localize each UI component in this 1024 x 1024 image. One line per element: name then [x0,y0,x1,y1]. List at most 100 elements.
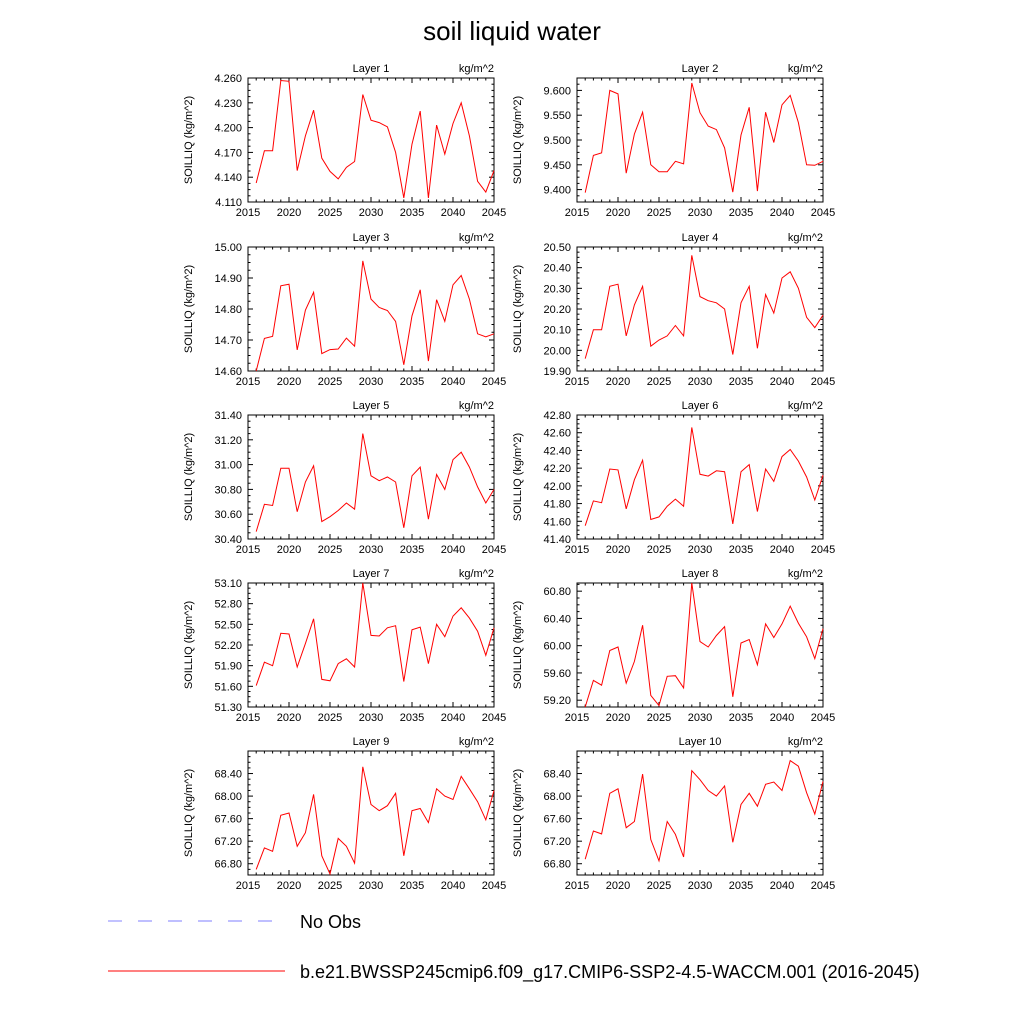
data-point [272,505,273,506]
panel-frame [576,77,824,203]
data-point [593,680,594,681]
data-point [461,275,462,276]
data-point [765,294,766,295]
x-tick-label: 2020 [277,880,301,892]
x-tick-label: 2045 [482,207,506,219]
data-point [338,348,339,349]
data-point [272,336,273,337]
data-point [806,164,807,165]
data-point [749,286,750,287]
x-tick-label: 2035 [729,207,753,219]
data-point [436,624,437,625]
data-point [593,500,594,501]
data-point [280,468,281,469]
data-point [264,150,265,151]
y-tick-label: 66.80 [214,859,242,871]
x-tick-label: 2040 [770,880,794,892]
y-axis-label: SOILLIQ (kg/m^2) [512,433,524,521]
data-point [667,506,668,507]
data-point [699,779,700,780]
y-tick-label: 9.450 [543,160,571,172]
y-tick-label: 42.40 [543,445,571,457]
data-point [822,315,823,316]
data-point [626,827,627,828]
x-tick-label: 2030 [688,376,712,388]
data-point [658,339,659,340]
data-point [806,792,807,793]
data-point [477,181,478,182]
data-point [642,625,643,626]
legend: No Obs b.e21.BWSSP245cmip6.f09_g17.CMIP6… [108,912,920,983]
y-tick-label: 42.20 [543,463,571,475]
data-point [798,623,799,624]
x-tick-label: 2045 [811,376,835,388]
data-point [806,476,807,477]
data-point [781,623,782,624]
data-point [477,801,478,802]
data-point [765,784,766,785]
y-tick-label: 53.10 [214,578,242,590]
panel-units: kg/m^2 [459,63,494,75]
panel-2: Layer 2 kg/m^2 SOILLIQ (kg/m^2) 2015 2020 202… [512,63,835,219]
x-tick-label: 2025 [318,207,342,219]
data-point [395,481,396,482]
data-point [585,706,586,707]
data-point [650,346,651,347]
data-point [264,662,265,663]
data-point [469,135,470,136]
data-point [354,346,355,347]
data-point [757,348,758,349]
panel-frame [576,246,824,372]
legend-item-obs: No Obs [108,912,361,932]
series-line [584,582,824,708]
data-point [617,284,618,285]
data-point [420,289,421,290]
panel-title: Layer 8 [682,568,719,580]
data-point [264,338,265,339]
data-point [485,502,486,503]
data-point [362,94,363,95]
data-point [790,95,791,96]
data-point [370,299,371,300]
x-tick-label: 2015 [236,376,260,388]
data-point [691,427,692,428]
series-line [584,759,824,863]
data-point [288,633,289,634]
panel-4: Layer 4 kg/m^2 SOILLIQ (kg/m^2) 2015 2020 202… [512,232,835,388]
data-point [675,834,676,835]
data-point [814,499,815,500]
data-point [814,814,815,815]
data-point [329,873,330,874]
panel-7: Layer 7 kg/m^2 SOILLIQ (kg/m^2) 2015 2020 202… [183,568,506,724]
data-point [790,760,791,761]
panel-title: Layer 1 [353,63,390,75]
y-tick-label: 68.00 [214,791,242,803]
data-point [732,696,733,697]
data-point [452,459,453,460]
y-tick-label: 9.500 [543,135,571,147]
data-point [411,144,412,145]
panel-units: kg/m^2 [788,232,823,244]
y-tick-label: 42.00 [543,481,571,493]
data-point [346,167,347,168]
panel-units: kg/m^2 [459,568,494,580]
x-tick-label: 2015 [565,207,589,219]
data-point [724,147,725,148]
data-point [461,452,462,453]
data-point [272,851,273,852]
panel-frame [247,750,495,876]
data-point [395,152,396,153]
x-tick-label: 2035 [400,376,424,388]
series-line [584,82,824,193]
panel-units: kg/m^2 [788,736,823,748]
data-point [691,582,692,583]
panel-units: kg/m^2 [459,232,494,244]
data-point [732,354,733,355]
x-tick-label: 2030 [359,207,383,219]
y-tick-label: 41.40 [543,534,571,546]
series-line [584,427,824,526]
y-tick-label: 67.60 [214,814,242,826]
x-tick-label: 2045 [482,880,506,892]
y-tick-label: 68.00 [543,791,571,803]
data-point [370,120,371,121]
